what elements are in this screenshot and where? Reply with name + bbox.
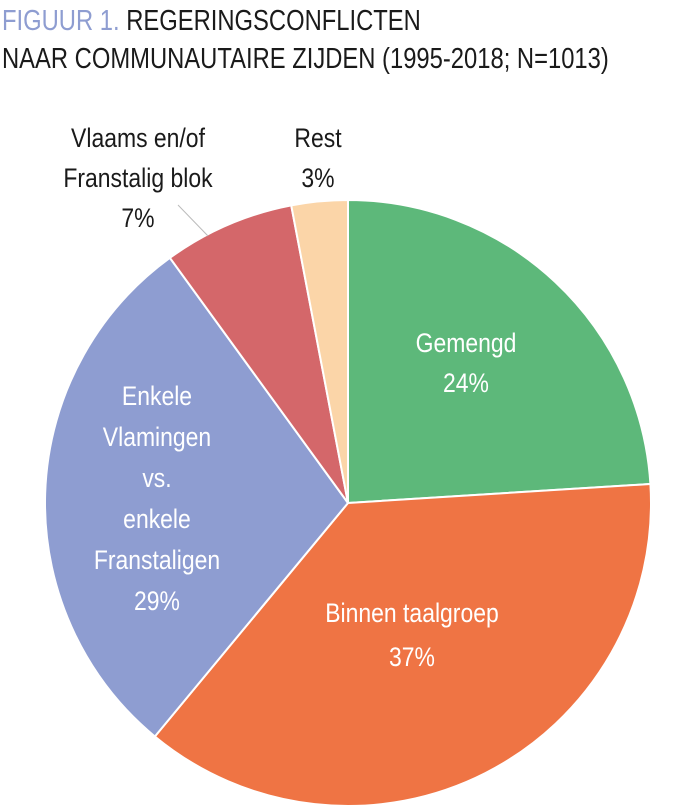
pie-slice-2 xyxy=(44,256,350,738)
slice-label-2: Enkele Vlamingen vs. enkele Franstaligen 29% xyxy=(94,381,220,616)
pie-slice-0 xyxy=(347,198,652,505)
slice-label-text: enkele xyxy=(123,504,191,534)
title-line-2: NAAR COMMUNAUTAIRE ZIJDEN (1995-2018; N=… xyxy=(2,43,609,75)
slice-value-label: 7% xyxy=(121,203,154,233)
slice-value-label: 3% xyxy=(301,163,334,193)
slice-label-0: Gemengd 24% xyxy=(416,328,517,398)
slice-label-1: Binnen taalgroep 37% xyxy=(325,598,498,672)
slice-label-text: Gemengd xyxy=(416,328,517,358)
slice-label-text: Vlamingen xyxy=(103,422,211,452)
slice-label-4: Rest 3% xyxy=(294,123,341,193)
slice-label-text: Vlaams en/of xyxy=(71,123,205,153)
pie-slice-1 xyxy=(153,482,652,807)
slice-value-label: 37% xyxy=(389,642,435,672)
slice-label-text: vs. xyxy=(142,463,171,493)
figure-number: FIGUUR 1. xyxy=(2,5,120,37)
slice-label-3: Vlaams en/of Franstalig blok 7% xyxy=(63,123,213,233)
slice-label-text: Enkele xyxy=(122,381,192,411)
title-line-1: REGERINGSCONFLICTEN xyxy=(126,5,421,37)
slice-label-text: Franstaligen xyxy=(94,545,220,575)
slice-label-text: Franstalig blok xyxy=(63,163,213,193)
slice-value-label: 29% xyxy=(134,586,180,616)
chart-title: FIGUUR 1. REGERINGSCONFLICTEN NAAR COMMU… xyxy=(2,2,609,78)
pie-slice-4 xyxy=(290,198,349,504)
pie-slice-3 xyxy=(168,204,349,504)
slice-label-text: Binnen taalgroep xyxy=(325,598,498,628)
leader-line xyxy=(177,204,209,237)
slice-label-text: Rest xyxy=(294,123,341,153)
slice-value-label: 24% xyxy=(443,368,489,398)
